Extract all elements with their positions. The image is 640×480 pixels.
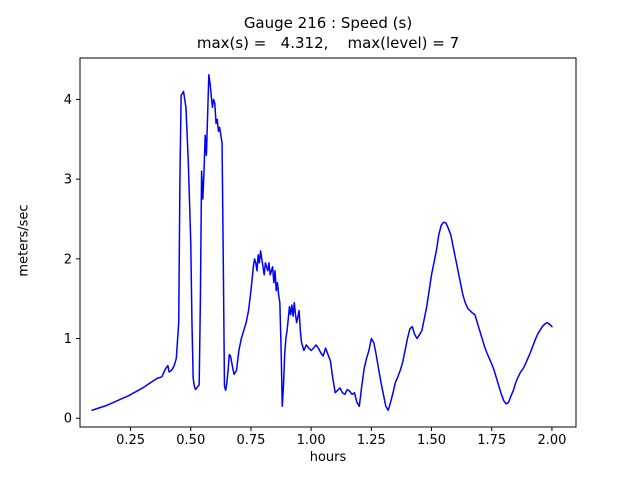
svg-text:2.00: 2.00 [537, 433, 566, 448]
svg-text:1.25: 1.25 [357, 433, 386, 448]
svg-text:1.00: 1.00 [297, 433, 326, 448]
svg-text:3: 3 [64, 173, 72, 188]
svg-text:0.75: 0.75 [236, 433, 265, 448]
svg-text:0.25: 0.25 [116, 433, 145, 448]
svg-text:1.75: 1.75 [477, 433, 506, 448]
svg-text:4: 4 [64, 93, 72, 108]
y-axis-label: meters/sec [16, 204, 32, 277]
svg-text:0.50: 0.50 [176, 433, 205, 448]
chart-subtitle: max(s) = 4.312, max(level) = 7 [196, 34, 460, 52]
svg-text:2: 2 [64, 252, 72, 267]
x-axis-label: hours [309, 450, 347, 465]
chart-title: Gauge 216 : Speed (s) [243, 14, 413, 32]
svg-text:0: 0 [64, 412, 72, 427]
chart-title-block: Gauge 216 : Speed (s) max(s) = 4.312, ma… [80, 13, 576, 53]
svg-text:1.50: 1.50 [417, 433, 446, 448]
svg-text:1: 1 [64, 332, 72, 347]
